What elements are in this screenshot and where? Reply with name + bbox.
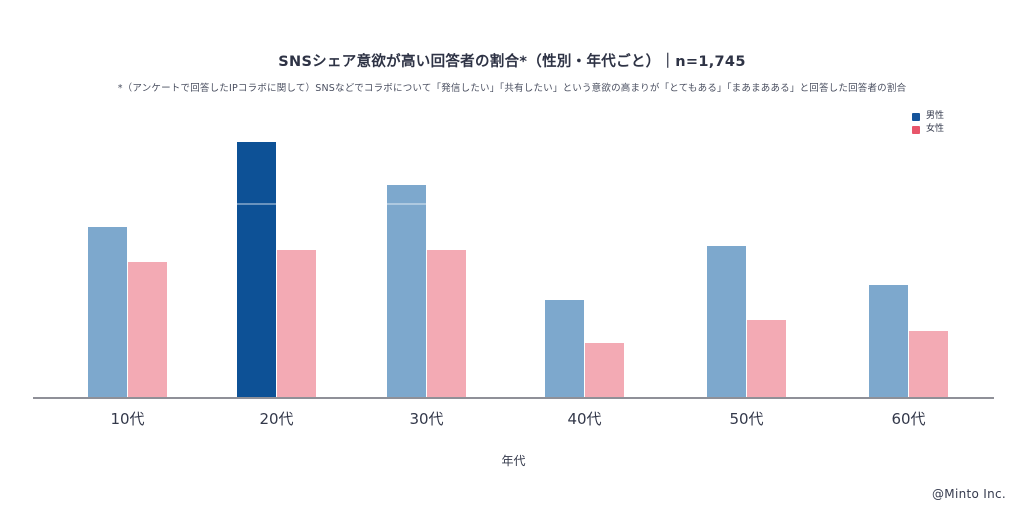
- legend-item-male: 男性: [912, 112, 944, 121]
- reference-gridline: [33, 203, 994, 205]
- legend-label-male: 男性: [926, 111, 945, 121]
- bar-male-50代: [707, 246, 746, 397]
- male-legend-swatch-icon: [912, 112, 920, 121]
- x-tick-label-50代: 50代: [729, 410, 764, 428]
- legend-item-female: 女性: [912, 125, 944, 134]
- chart-title: SNSシェア意欲が高い回答者の割合*（性別・年代ごと）｜n=1,745: [278, 54, 746, 70]
- x-tick-label-60代: 60代: [891, 410, 926, 428]
- bar-female-10代: [128, 262, 167, 397]
- bar-female-30代: [427, 250, 466, 397]
- footer-credit: @Minto Inc.: [931, 487, 1006, 501]
- female-legend-swatch-icon: [912, 125, 920, 134]
- legend-label-female: 女性: [926, 124, 945, 134]
- bar-female-20代: [277, 250, 316, 397]
- chart-subtitle: *（アンケートで回答したIPコラボに関して）SNSなどでコラボについて「発信した…: [117, 83, 907, 94]
- x-tick-label-10代: 10代: [110, 410, 145, 428]
- bar-male-60代: [869, 285, 908, 397]
- x-tick-label-40代: 40代: [567, 410, 602, 428]
- bar-male-10代: [88, 227, 127, 397]
- x-axis-line: [33, 397, 994, 399]
- bar-female-60代: [909, 331, 948, 397]
- bar-male-40代: [545, 300, 584, 397]
- bar-female-50代: [747, 320, 786, 397]
- x-tick-label-20代: 20代: [259, 410, 294, 428]
- bar-male-20代: [237, 142, 276, 397]
- x-axis-title: 年代: [501, 454, 526, 468]
- legend: 男性 女性: [912, 112, 944, 134]
- x-tick-label-30代: 30代: [409, 410, 444, 428]
- bar-female-40代: [585, 343, 624, 397]
- bar-male-30代: [387, 185, 426, 397]
